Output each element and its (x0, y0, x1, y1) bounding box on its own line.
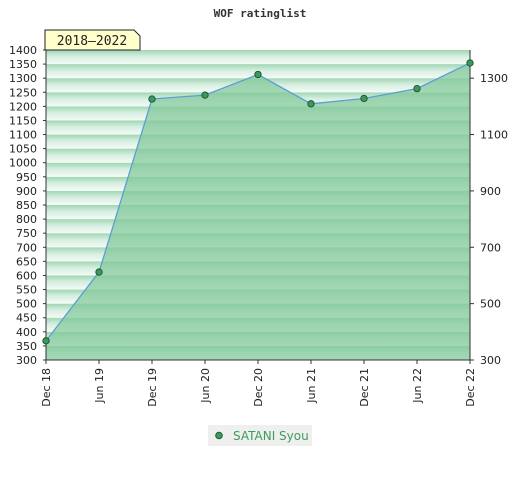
data-point (95, 268, 103, 276)
x-tick-label: Jun 19 (93, 368, 106, 404)
left-tick-label: 1050 (9, 143, 37, 156)
data-point (307, 100, 315, 108)
left-tick-label: 1150 (9, 114, 37, 127)
right-tick-label: 500 (480, 298, 501, 311)
left-tick-label: 550 (16, 284, 37, 297)
x-tick-label: Dec 20 (252, 368, 265, 407)
right-tick-label: 1100 (480, 129, 508, 142)
right-axis-ticks: 1300 1100 900 700 500 300 (470, 72, 508, 367)
right-tick-label: 900 (480, 185, 501, 198)
x-tick-label: Dec 22 (464, 368, 477, 407)
legend[interactable]: SATANI Syou (208, 425, 312, 446)
data-point (148, 95, 156, 103)
grid-band (46, 50, 470, 65)
data-points (42, 59, 474, 345)
left-tick-label: 850 (16, 199, 37, 212)
left-tick-label: 600 (16, 269, 37, 282)
left-tick-label: 800 (16, 213, 37, 226)
legend-marker-icon (215, 431, 223, 440)
x-tick-label: Dec 21 (358, 368, 371, 407)
left-tick-label: 400 (16, 326, 37, 339)
left-tick-label: 1350 (9, 58, 37, 71)
data-point (201, 91, 209, 99)
left-tick-label: 1300 (9, 72, 37, 85)
data-point (360, 94, 368, 103)
x-tick-label: Jun 22 (411, 368, 424, 404)
left-tick-label: 500 (16, 298, 37, 311)
left-tick-label: 900 (16, 185, 37, 198)
period-badge-label: 2018–2022 (57, 34, 127, 49)
data-point (466, 59, 474, 67)
x-axis-ticks: Dec 18 Jun 19 Dec 19 Jun 20 Dec 20 Jun 21 Dec … (40, 360, 477, 407)
right-tick-label: 300 (480, 354, 501, 367)
legend-series-label: SATANI Syou (233, 429, 309, 443)
area-layer (46, 62, 470, 360)
left-tick-label: 1100 (9, 129, 37, 142)
x-tick-label: Jun 21 (305, 368, 318, 404)
left-tick-label: 750 (16, 227, 37, 240)
period-badge: 2018–2022 (44, 29, 141, 51)
x-tick-label: Dec 19 (146, 368, 159, 407)
left-tick-label: 700 (16, 241, 37, 254)
right-tick-label: 1300 (480, 72, 508, 85)
data-point (413, 84, 421, 93)
left-tick-label: 1250 (9, 86, 37, 99)
legend-box (208, 425, 312, 446)
right-tick-label: 700 (480, 241, 501, 254)
chart-title: WOF ratinglist (214, 7, 307, 20)
data-point (254, 70, 262, 79)
series-area (46, 62, 470, 360)
left-tick-label: 1000 (9, 157, 37, 170)
left-tick-label: 350 (16, 340, 37, 353)
left-tick-label: 1200 (9, 100, 37, 113)
left-tick-label: 450 (16, 312, 37, 325)
left-tick-label: 1400 (9, 44, 37, 57)
x-tick-label: Dec 18 (40, 368, 53, 407)
left-tick-label: 950 (16, 171, 37, 184)
data-point (42, 337, 50, 345)
left-tick-label: 650 (16, 255, 37, 268)
x-tick-label: Jun 20 (199, 368, 212, 404)
left-tick-label: 300 (16, 354, 37, 367)
